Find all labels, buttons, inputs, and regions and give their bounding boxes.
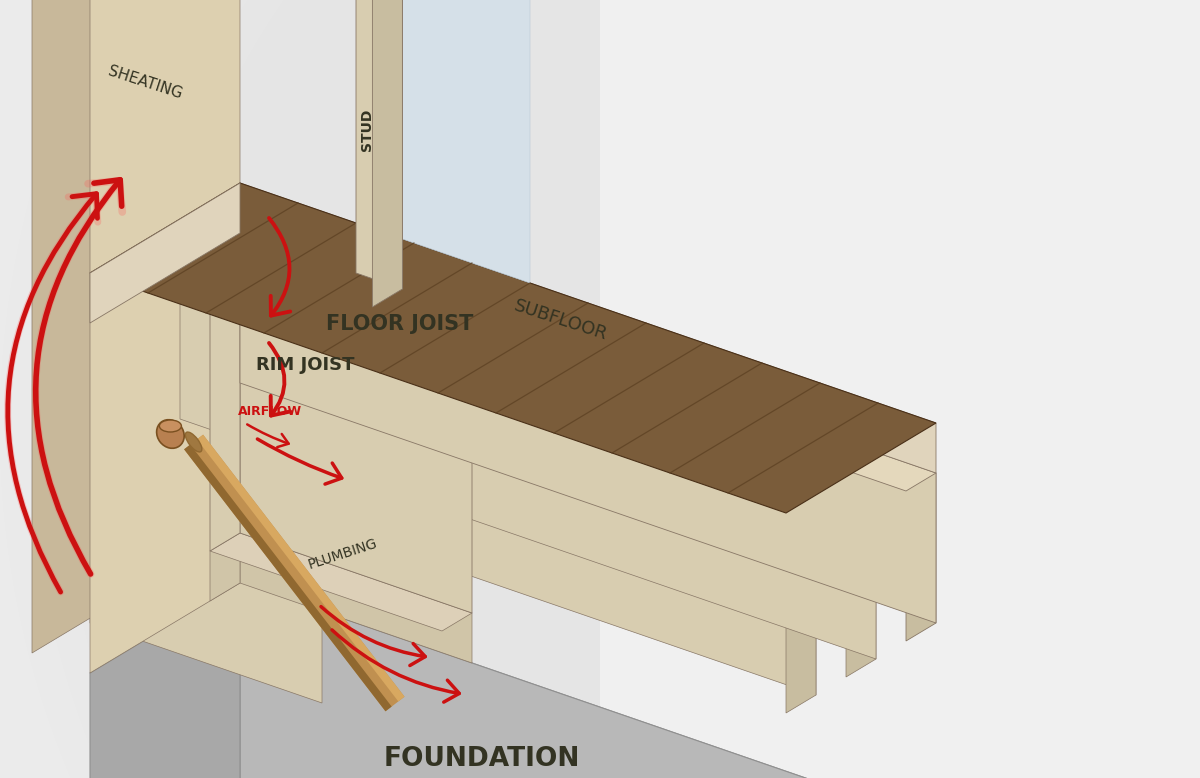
Text: FLOOR JOIST: FLOOR JOIST xyxy=(325,314,473,334)
Polygon shape xyxy=(786,545,816,713)
Polygon shape xyxy=(184,444,391,711)
Polygon shape xyxy=(240,233,472,613)
Polygon shape xyxy=(402,0,530,283)
Circle shape xyxy=(510,38,1200,778)
Circle shape xyxy=(270,0,1200,778)
Polygon shape xyxy=(90,583,820,778)
FancyArrowPatch shape xyxy=(269,218,290,316)
Polygon shape xyxy=(90,305,816,563)
Circle shape xyxy=(360,0,1200,778)
Circle shape xyxy=(300,0,1200,778)
Circle shape xyxy=(240,0,1200,778)
Polygon shape xyxy=(372,0,402,307)
Circle shape xyxy=(840,368,960,488)
Circle shape xyxy=(60,0,1200,778)
Circle shape xyxy=(330,0,1200,778)
Polygon shape xyxy=(210,233,240,551)
Polygon shape xyxy=(60,323,322,421)
Ellipse shape xyxy=(157,419,184,448)
FancyArrowPatch shape xyxy=(7,194,98,592)
Text: RIM JOIST: RIM JOIST xyxy=(256,356,354,374)
Polygon shape xyxy=(240,183,936,473)
Circle shape xyxy=(600,128,1200,728)
Polygon shape xyxy=(210,533,472,631)
Circle shape xyxy=(870,398,930,458)
Polygon shape xyxy=(90,0,240,673)
FancyArrowPatch shape xyxy=(269,343,290,415)
Polygon shape xyxy=(210,533,240,601)
Circle shape xyxy=(150,0,1200,778)
Text: AIRFLOW: AIRFLOW xyxy=(238,405,302,419)
Ellipse shape xyxy=(160,420,181,432)
Circle shape xyxy=(30,0,1200,778)
Polygon shape xyxy=(120,305,816,695)
Text: STUD: STUD xyxy=(360,109,374,151)
Polygon shape xyxy=(197,435,404,702)
Polygon shape xyxy=(210,233,936,491)
Polygon shape xyxy=(90,183,936,513)
Polygon shape xyxy=(90,183,240,323)
Circle shape xyxy=(90,0,1200,778)
Circle shape xyxy=(480,8,1200,778)
Circle shape xyxy=(630,158,1170,698)
Polygon shape xyxy=(240,583,820,778)
Polygon shape xyxy=(240,533,472,663)
FancyArrowPatch shape xyxy=(257,439,342,484)
Text: FOUNDATION: FOUNDATION xyxy=(384,746,580,772)
Text: SUBFLOOR: SUBFLOOR xyxy=(511,296,610,344)
Circle shape xyxy=(660,188,1140,668)
FancyArrowPatch shape xyxy=(36,180,122,574)
Polygon shape xyxy=(210,233,472,331)
Polygon shape xyxy=(600,0,1200,778)
Circle shape xyxy=(690,218,1110,638)
Circle shape xyxy=(570,98,1200,758)
Polygon shape xyxy=(184,435,404,711)
Polygon shape xyxy=(906,473,936,641)
FancyArrowPatch shape xyxy=(332,630,460,702)
Circle shape xyxy=(120,0,1200,778)
Polygon shape xyxy=(356,0,402,289)
Circle shape xyxy=(180,0,1200,778)
Polygon shape xyxy=(846,509,876,677)
Circle shape xyxy=(390,0,1200,778)
Circle shape xyxy=(780,308,1020,548)
Text: PLUMBING: PLUMBING xyxy=(306,537,379,573)
Circle shape xyxy=(540,68,1200,778)
Ellipse shape xyxy=(185,432,202,452)
Circle shape xyxy=(450,0,1200,778)
Polygon shape xyxy=(90,583,240,778)
Polygon shape xyxy=(32,0,182,653)
Text: SHEATING: SHEATING xyxy=(107,64,185,102)
FancyArrowPatch shape xyxy=(36,180,121,574)
Polygon shape xyxy=(180,269,876,659)
Circle shape xyxy=(420,0,1200,778)
Circle shape xyxy=(750,278,1050,578)
Polygon shape xyxy=(150,269,876,527)
Circle shape xyxy=(720,248,1080,608)
FancyArrowPatch shape xyxy=(7,194,97,592)
Polygon shape xyxy=(240,233,936,623)
FancyArrowPatch shape xyxy=(247,425,289,447)
Circle shape xyxy=(810,338,990,518)
Polygon shape xyxy=(90,323,322,703)
FancyArrowPatch shape xyxy=(322,607,425,665)
Circle shape xyxy=(210,0,1200,778)
